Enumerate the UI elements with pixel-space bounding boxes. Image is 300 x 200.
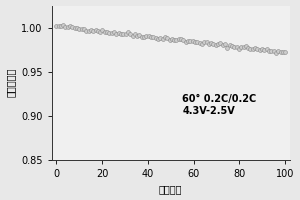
Text: 60° 0.2C/0.2C
4.3V-2.5V: 60° 0.2C/0.2C 4.3V-2.5V bbox=[182, 94, 256, 116]
Y-axis label: 容量保持率: 容量保持率 bbox=[6, 68, 16, 97]
X-axis label: 循环次数: 循环次数 bbox=[159, 184, 182, 194]
